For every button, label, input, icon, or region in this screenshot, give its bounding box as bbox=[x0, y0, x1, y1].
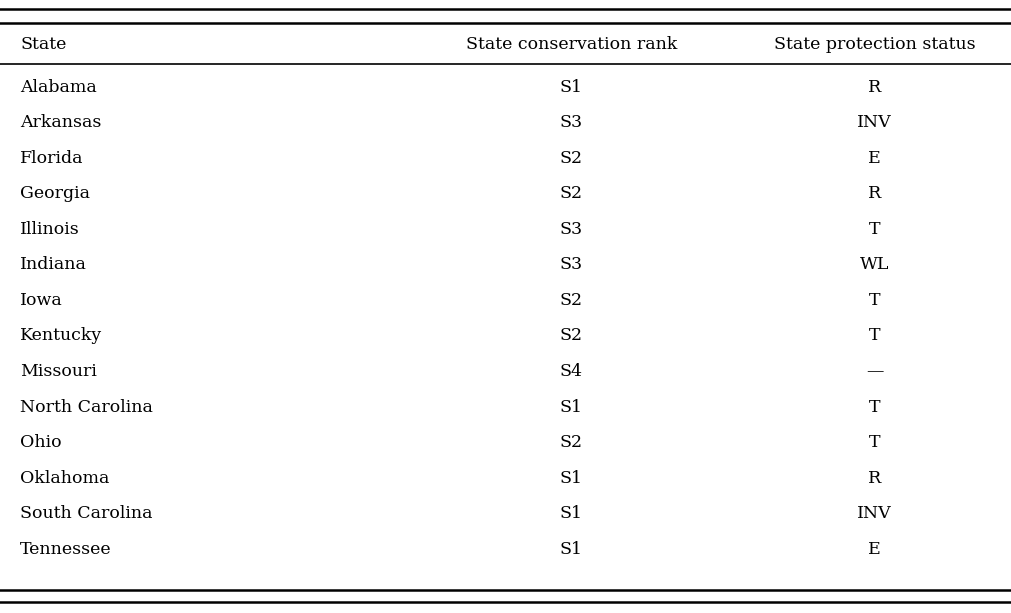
Text: S2: S2 bbox=[560, 292, 582, 309]
Text: S2: S2 bbox=[560, 150, 582, 167]
Text: E: E bbox=[868, 541, 881, 558]
Text: State protection status: State protection status bbox=[773, 36, 976, 53]
Text: T: T bbox=[868, 292, 881, 309]
Text: S3: S3 bbox=[560, 256, 582, 273]
Text: Arkansas: Arkansas bbox=[20, 114, 101, 131]
Text: T: T bbox=[868, 398, 881, 416]
Text: Missouri: Missouri bbox=[20, 363, 97, 380]
Text: State: State bbox=[20, 36, 67, 53]
Text: E: E bbox=[868, 150, 881, 167]
Text: Indiana: Indiana bbox=[20, 256, 87, 273]
Text: T: T bbox=[868, 221, 881, 238]
Text: R: R bbox=[867, 470, 882, 487]
Text: R: R bbox=[867, 185, 882, 202]
Text: S2: S2 bbox=[560, 185, 582, 202]
Text: S2: S2 bbox=[560, 327, 582, 345]
Text: Iowa: Iowa bbox=[20, 292, 63, 309]
Text: S1: S1 bbox=[560, 505, 582, 522]
Text: S1: S1 bbox=[560, 398, 582, 416]
Text: S4: S4 bbox=[560, 363, 582, 380]
Text: S3: S3 bbox=[560, 221, 582, 238]
Text: Alabama: Alabama bbox=[20, 78, 97, 96]
Text: S3: S3 bbox=[560, 114, 582, 131]
Text: S1: S1 bbox=[560, 541, 582, 558]
Text: T: T bbox=[868, 327, 881, 345]
Text: S1: S1 bbox=[560, 470, 582, 487]
Text: North Carolina: North Carolina bbox=[20, 398, 153, 416]
Text: Illinois: Illinois bbox=[20, 221, 80, 238]
Text: WL: WL bbox=[859, 256, 890, 273]
Text: Oklahoma: Oklahoma bbox=[20, 470, 109, 487]
Text: South Carolina: South Carolina bbox=[20, 505, 153, 522]
Text: S2: S2 bbox=[560, 434, 582, 451]
Text: Georgia: Georgia bbox=[20, 185, 90, 202]
Text: T: T bbox=[868, 434, 881, 451]
Text: S1: S1 bbox=[560, 78, 582, 96]
Text: Tennessee: Tennessee bbox=[20, 541, 112, 558]
Text: INV: INV bbox=[857, 505, 892, 522]
Text: R: R bbox=[867, 78, 882, 96]
Text: —: — bbox=[865, 363, 884, 380]
Text: Florida: Florida bbox=[20, 150, 84, 167]
Text: Kentucky: Kentucky bbox=[20, 327, 102, 345]
Text: Ohio: Ohio bbox=[20, 434, 62, 451]
Text: State conservation rank: State conservation rank bbox=[465, 36, 677, 53]
Text: INV: INV bbox=[857, 114, 892, 131]
